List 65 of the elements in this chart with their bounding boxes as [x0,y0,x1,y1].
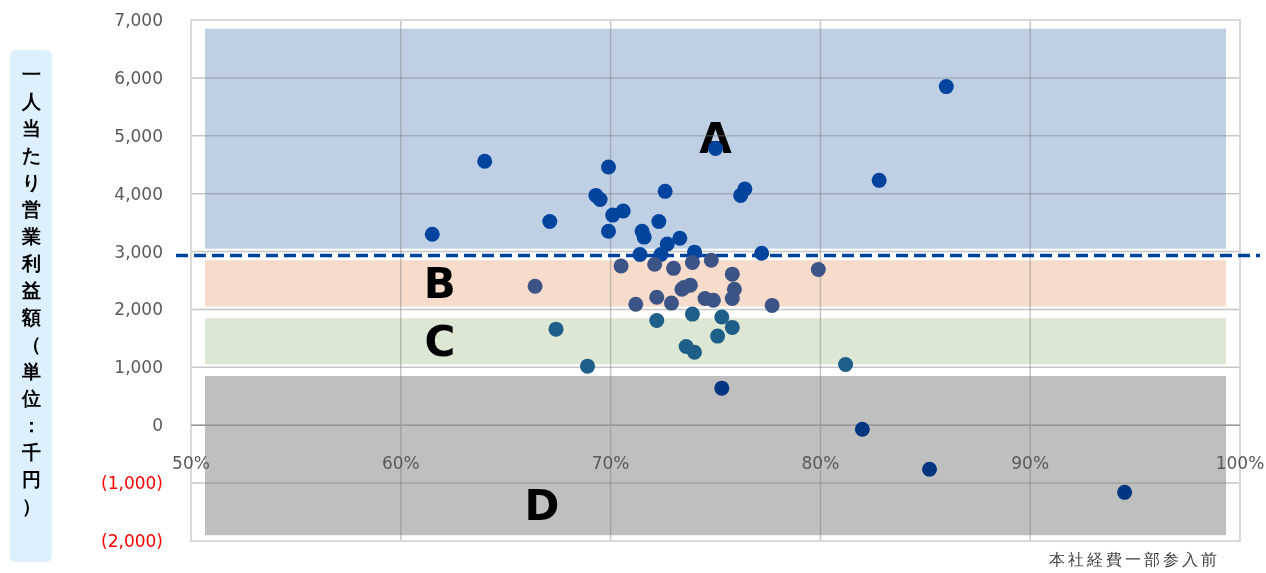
point [601,159,616,175]
point [657,183,673,199]
band-label: D [524,481,560,531]
point [726,281,742,297]
y-tick-label: 3,000 [114,241,163,262]
point [663,295,679,311]
point [424,226,440,242]
point [737,181,753,197]
point [854,421,870,437]
point [666,260,682,276]
point [548,321,564,337]
x-tick-label: 80% [801,453,840,474]
band-label: B [423,258,456,308]
point [922,461,937,477]
point [580,358,596,374]
point [601,223,616,239]
point [714,309,730,325]
point [687,344,703,360]
point [871,172,887,188]
point [714,380,730,396]
point [613,258,629,274]
point [647,256,663,272]
point [527,278,543,294]
point [632,246,648,262]
point [542,213,558,229]
y-tick-label: (1,000) [101,473,163,494]
point [684,306,700,322]
point [628,296,644,312]
point [810,262,826,277]
point [592,191,608,207]
point [703,252,719,268]
point [636,229,652,245]
point [684,255,700,271]
y-tick-label: 4,000 [114,183,163,204]
y-tick-label: 6,000 [114,67,163,88]
x-tick-label: 50% [172,453,210,474]
point [682,277,698,293]
y-tick-label: 5,000 [114,125,163,146]
point [764,297,780,313]
text: 一人当たり営業利益額（単位：千円） [21,63,41,517]
x-tick-label: 100% [1215,453,1265,474]
point [477,153,493,169]
band-label: C [424,316,456,366]
point [938,79,954,95]
point [672,230,688,246]
y-tick-label: 1,000 [114,357,163,378]
y-tick-label: 2,000 [114,299,163,320]
point [754,245,770,261]
point [838,356,854,372]
x-axis-title: 本社経費一部参入前 [1049,550,1220,569]
y-tick-label: 7,000 [114,10,163,30]
x-tick-label: 90% [1011,453,1050,474]
x-tick-label: 60% [381,453,420,474]
point [649,312,665,328]
point [651,213,667,229]
point [615,203,631,219]
point [649,289,665,305]
point [724,319,740,335]
y-tick-label: 0 [152,415,163,436]
point [659,236,675,252]
point [710,328,726,344]
point [1117,484,1133,500]
point [724,266,740,282]
x-tick-label: 70% [591,453,630,474]
y-tick-label: (2,000) [101,531,163,551]
